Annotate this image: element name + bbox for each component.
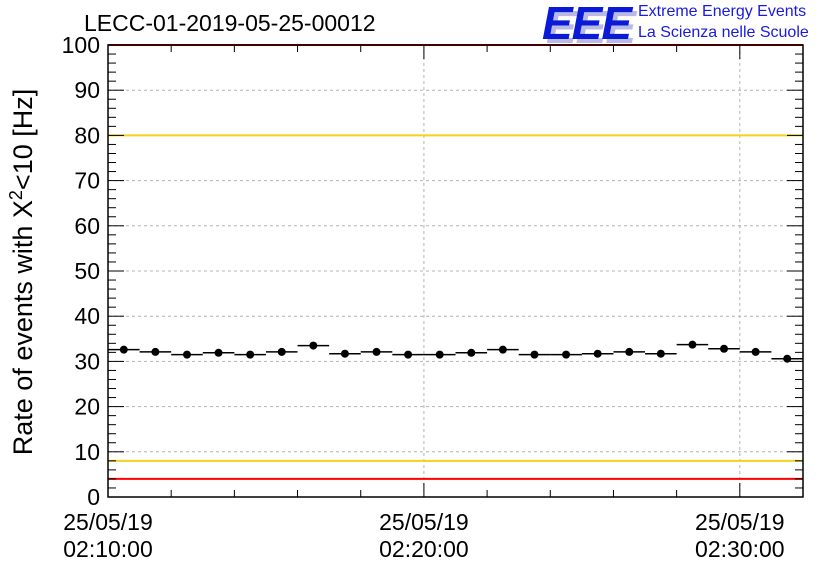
chart-title: LECC-01-2019-05-25-00012 <box>84 10 376 36</box>
data-point-marker <box>119 345 128 354</box>
data-point <box>550 350 582 359</box>
y-tick-label: 80 <box>74 122 100 148</box>
data-point <box>265 347 298 356</box>
data-point-marker <box>467 348 476 357</box>
data-point-marker <box>246 350 255 359</box>
data-point <box>771 354 803 363</box>
data-point <box>518 350 551 359</box>
x-tick-labels: 25/05/1902:10:0025/05/1902:20:0025/05/19… <box>63 509 784 562</box>
y-tick-labels: 0 10 20 30 40 50 60 70 80 90 100 <box>62 32 100 510</box>
data-point-marker <box>656 349 665 358</box>
data-point-marker <box>151 347 160 356</box>
data-point <box>329 349 361 358</box>
y-tick-label: 90 <box>74 77 100 103</box>
y-tick-label: 60 <box>74 213 100 239</box>
x-tick-label-date: 25/05/19 <box>695 509 785 535</box>
axis-ticks <box>107 44 804 498</box>
data-point-marker <box>783 354 792 363</box>
data-point <box>360 347 393 356</box>
data-point-marker <box>404 350 413 359</box>
data-point <box>455 348 488 357</box>
y-tick-label: 10 <box>74 439 100 465</box>
data-point <box>297 341 330 350</box>
y-tick-label: 20 <box>74 394 100 420</box>
grid-lines <box>108 45 803 497</box>
y-tick-label: 40 <box>74 303 100 329</box>
logo-mark-shadow: EEE <box>546 1 636 53</box>
data-points <box>108 340 803 363</box>
y-tick-label: 0 <box>87 484 100 510</box>
reference-lines <box>108 44 803 480</box>
data-point <box>613 347 646 356</box>
y-tick-label: 50 <box>74 258 100 284</box>
data-point-marker <box>625 347 634 356</box>
data-point <box>108 345 140 354</box>
x-tick-label-time: 02:20:00 <box>379 536 469 562</box>
y-axis-label: Rate of events with X2<10 [Hz] <box>6 89 38 455</box>
data-point <box>645 349 677 358</box>
data-point-marker <box>372 347 381 356</box>
logo-mark: EEE <box>542 0 632 49</box>
data-point-marker <box>277 347 286 356</box>
data-point-marker <box>435 350 444 359</box>
x-tick-label-time: 02:30:00 <box>695 536 785 562</box>
data-point-marker <box>498 345 507 354</box>
data-point-marker <box>214 348 223 357</box>
data-point <box>202 348 235 357</box>
data-point <box>423 350 456 359</box>
data-point-marker <box>182 350 191 359</box>
data-point <box>708 344 740 353</box>
x-tick-label-time: 02:10:00 <box>63 536 153 562</box>
data-point-marker <box>751 347 760 356</box>
data-point <box>234 350 266 359</box>
logo-line-2: La Scienza nelle Scuole <box>638 24 809 41</box>
y-tick-label: 100 <box>62 32 100 58</box>
logo-line-1: Extreme Energy Events <box>638 3 807 20</box>
data-point-marker <box>688 340 697 349</box>
data-point <box>171 350 203 359</box>
data-point <box>739 347 772 356</box>
data-point-marker <box>593 349 602 358</box>
data-point <box>487 345 519 354</box>
data-point-marker <box>340 349 349 358</box>
data-point <box>139 347 172 356</box>
y-tick-label: 70 <box>74 168 100 194</box>
data-point-marker <box>720 344 729 353</box>
data-point-marker <box>530 350 539 359</box>
data-point <box>581 349 614 358</box>
y-tick-label: 30 <box>74 348 100 374</box>
x-tick-label-date: 25/05/19 <box>63 509 153 535</box>
data-point-marker <box>309 341 318 350</box>
data-point-marker <box>562 350 571 359</box>
data-point <box>392 350 424 359</box>
data-point <box>676 340 709 349</box>
x-tick-label-date: 25/05/19 <box>379 509 469 535</box>
